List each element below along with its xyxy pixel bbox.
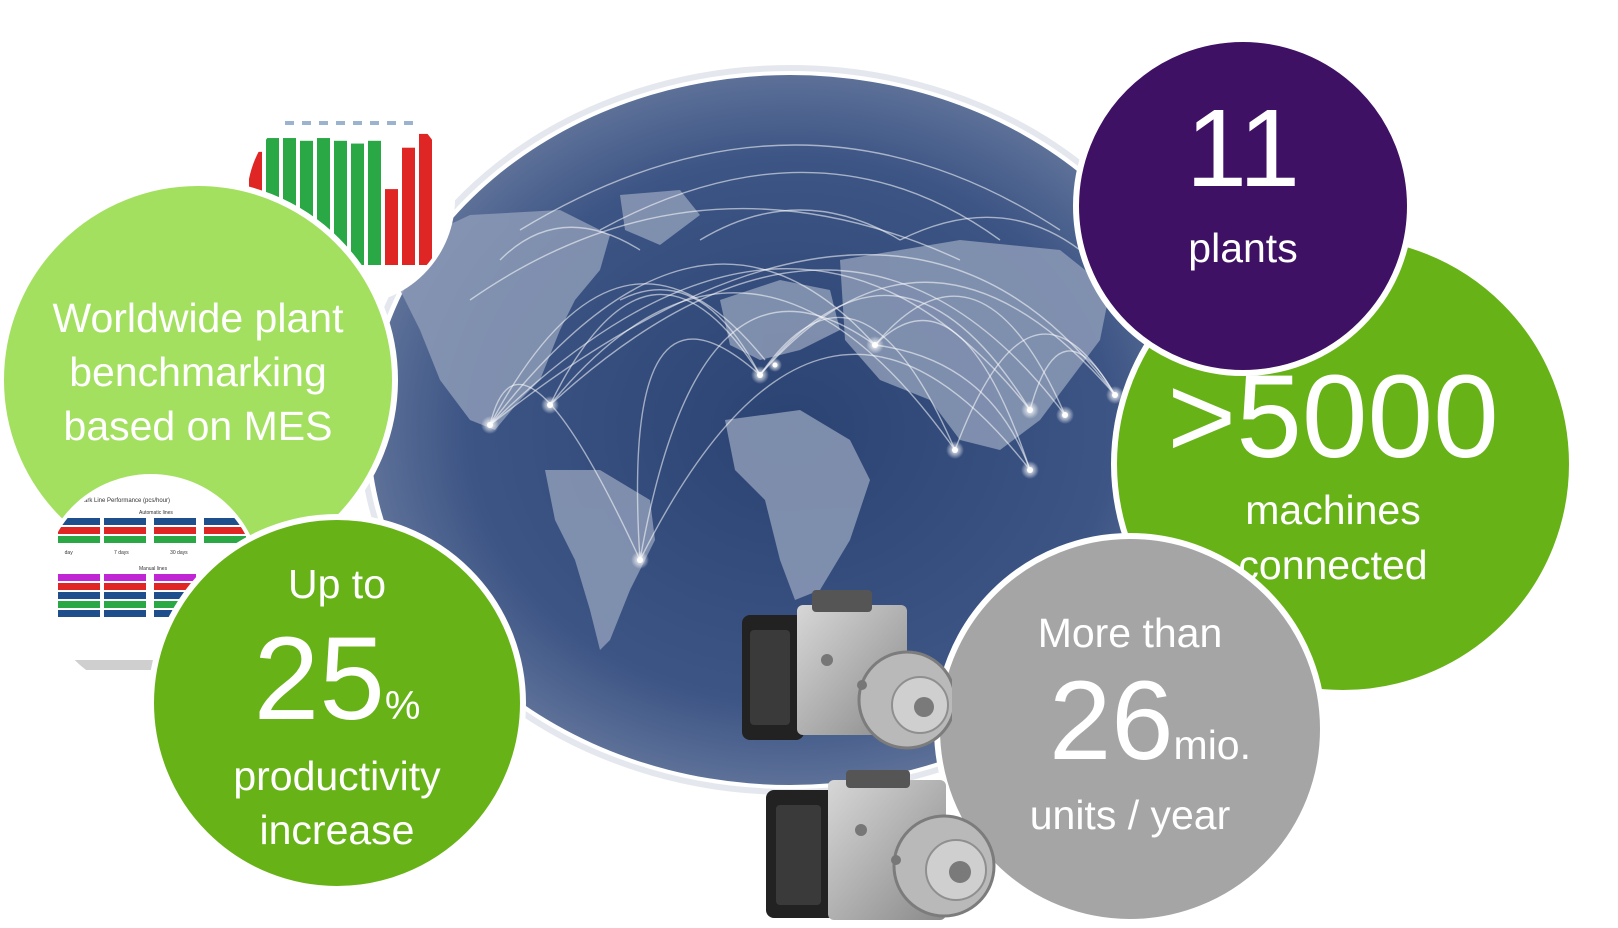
productivity-value: 25% bbox=[154, 620, 520, 738]
north-america bbox=[395, 210, 610, 430]
chart-bar-target-marker bbox=[319, 121, 328, 125]
table-period-0: day bbox=[64, 550, 73, 556]
greenland bbox=[620, 190, 700, 245]
europe bbox=[720, 280, 840, 360]
table-cell bbox=[58, 536, 100, 543]
table-cell bbox=[104, 610, 146, 617]
table-section-manual: Manual lines bbox=[139, 566, 168, 572]
productivity-bubble: Up to 25% productivity increase bbox=[148, 514, 526, 892]
chart-bar-target-marker bbox=[404, 121, 413, 125]
productivity-line-1: productivity bbox=[233, 753, 441, 799]
productivity-line-2: increase bbox=[259, 807, 415, 853]
network-arcs bbox=[469, 144, 1116, 561]
benchmark-line-3: based on MES bbox=[63, 403, 333, 449]
table-cell bbox=[58, 518, 100, 525]
plants-label: plants bbox=[1188, 225, 1298, 271]
machines-line-2: connected bbox=[1238, 542, 1428, 588]
chart-bar bbox=[334, 140, 347, 265]
table-cell bbox=[58, 574, 100, 581]
chart-bar bbox=[368, 140, 381, 265]
plants-number: 11 bbox=[1185, 87, 1301, 210]
units-bubble: More than 26mio. units / year bbox=[934, 533, 1326, 925]
table-cell bbox=[104, 536, 146, 543]
benchmark-line-1: Worldwide plant bbox=[52, 295, 344, 341]
chart-bar-target-marker bbox=[370, 121, 379, 125]
productivity-number: 25 bbox=[253, 613, 385, 745]
south-america bbox=[545, 470, 655, 650]
table-cell bbox=[154, 592, 196, 599]
productivity-prefix: Up to bbox=[288, 561, 386, 607]
productivity-percent: % bbox=[384, 684, 421, 728]
table-section-auto: Automatic lines bbox=[139, 510, 173, 516]
table-cell bbox=[104, 601, 146, 608]
africa bbox=[725, 410, 870, 600]
table-cell bbox=[58, 610, 100, 617]
chart-bar bbox=[351, 143, 364, 265]
table-period-2: 30 days bbox=[170, 550, 188, 556]
table-cell bbox=[104, 574, 146, 581]
units-number: 26 bbox=[1048, 658, 1174, 783]
abs-unit-image-top bbox=[742, 590, 952, 750]
table-cell bbox=[154, 536, 196, 543]
table-cell bbox=[154, 527, 196, 534]
chart-bar-target-marker bbox=[285, 121, 294, 125]
table-period-1: 7 days bbox=[114, 550, 129, 556]
units-suffix: mio. bbox=[1173, 722, 1252, 768]
machines-line-1: machines bbox=[1245, 487, 1421, 533]
benchmark-line-2: benchmarking bbox=[69, 349, 327, 395]
table-cell bbox=[204, 527, 246, 534]
table-cell bbox=[204, 518, 246, 525]
asia bbox=[840, 240, 1110, 450]
chart-bar bbox=[402, 147, 415, 265]
table-cell bbox=[58, 583, 100, 590]
chart-bar bbox=[385, 189, 398, 265]
table-cell bbox=[58, 592, 100, 599]
table-cell bbox=[154, 518, 196, 525]
units-value: 26mio. bbox=[980, 665, 1320, 777]
table-cell bbox=[204, 536, 246, 543]
chart-bar bbox=[419, 133, 432, 265]
table-cell bbox=[104, 583, 146, 590]
table-cell bbox=[154, 574, 196, 581]
table-cell bbox=[104, 592, 146, 599]
table-title: ark Line Performance (pcs/hour) bbox=[84, 498, 171, 504]
table-cell bbox=[154, 583, 196, 590]
table-cell bbox=[58, 601, 100, 608]
table-cell bbox=[104, 527, 146, 534]
chart-bar-target-marker bbox=[302, 121, 311, 125]
chart-bar-target-marker bbox=[353, 121, 362, 125]
units-prefix: More than bbox=[1037, 610, 1223, 656]
chart-bar-target-marker bbox=[336, 121, 345, 125]
table-cell bbox=[58, 527, 100, 534]
plants-bubble: 11 plants bbox=[1073, 36, 1413, 376]
machines-number: >5000 bbox=[1167, 351, 1499, 483]
units-label: units / year bbox=[1029, 792, 1231, 838]
abs-unit-image-bottom bbox=[766, 770, 996, 920]
table-cell bbox=[104, 518, 146, 525]
chart-bar-target-marker bbox=[387, 121, 396, 125]
